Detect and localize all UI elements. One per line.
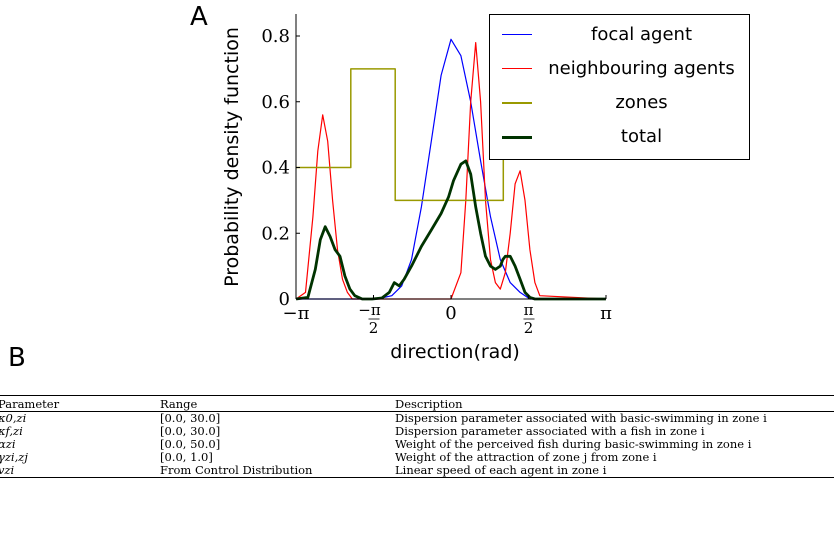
legend-swatch xyxy=(502,34,532,35)
series-line-focal-agent xyxy=(296,38,606,300)
chart-legend: focal agent neighbouring agents zones to… xyxy=(489,14,750,160)
legend-swatch xyxy=(502,102,532,104)
parameter-table: Parameter Range Description κ0,zi [0.0, … xyxy=(0,395,834,478)
legend-swatch xyxy=(502,68,532,69)
x-tick-label: π xyxy=(600,303,612,324)
header-description: Description xyxy=(391,395,834,412)
y-tick-label: 0.8 xyxy=(261,26,290,47)
description-cell: Weight of the perceived fish during basi… xyxy=(395,437,752,451)
table-row: vzi From Control Distribution Linear spe… xyxy=(0,464,834,478)
header-range: Range xyxy=(156,395,391,412)
y-tick-label: 0.6 xyxy=(261,92,290,113)
x-tick-label-denominator: 2 xyxy=(369,319,379,337)
parameter-cell: κ0,zi xyxy=(0,411,27,425)
table-row: γzi,zj [0.0, 1.0] Weight of the attracti… xyxy=(0,451,834,464)
y-tick-label: 0 xyxy=(279,289,290,310)
legend-entry-focal-agent: focal agent xyxy=(490,23,749,47)
x-tick-label-denominator: 2 xyxy=(524,319,534,337)
legend-entry-neighbouring-agents: neighbouring agents xyxy=(490,57,749,81)
range-cell: [0.0, 1.0] xyxy=(160,450,213,464)
parameter-cell: κf,zi xyxy=(0,424,23,438)
description-cell: Dispersion parameter associated with bas… xyxy=(395,411,767,425)
y-axis-label: Probability density function xyxy=(221,27,243,287)
legend-label: zones xyxy=(615,92,668,113)
panel-b-label: B xyxy=(8,343,26,373)
parameter-table-wrapper: Parameter Range Description κ0,zi [0.0, … xyxy=(0,395,834,478)
legend-entry-total: total xyxy=(490,125,749,149)
legend-swatch xyxy=(502,136,532,139)
parameter-cell: αzi xyxy=(0,437,16,451)
table-row: κ0,zi [0.0, 30.0] Dispersion parameter a… xyxy=(0,412,834,426)
panel-a-label: A xyxy=(190,2,208,32)
table-row: κf,zi [0.0, 30.0] Dispersion parameter a… xyxy=(0,425,834,438)
table-header-row: Parameter Range Description xyxy=(0,395,834,412)
range-cell: [0.0, 30.0] xyxy=(160,424,221,438)
range-cell: [0.0, 50.0] xyxy=(160,437,221,451)
legend-entry-zones: zones xyxy=(490,91,749,115)
parameter-cell: vzi xyxy=(0,464,156,478)
pdf-chart: 00.20.40.60.8−π −π20 π2π direction(rad) Pr… xyxy=(221,14,612,363)
table-row: αzi [0.0, 50.0] Weight of the perceived … xyxy=(0,438,834,451)
description-cell: Weight of the attraction of zone j from … xyxy=(395,450,657,464)
x-tick-label: 0 xyxy=(445,303,456,324)
y-tick-label: 0.2 xyxy=(261,223,290,244)
x-axis-label: direction(rad) xyxy=(390,341,520,363)
x-tick-label-numerator: π xyxy=(524,301,534,319)
x-tick-label-numerator: −π xyxy=(358,301,381,319)
description-cell: Dispersion parameter associated with a f… xyxy=(395,424,705,438)
series-line-total xyxy=(295,159,606,301)
x-tick-label: −π xyxy=(283,303,310,324)
y-tick-label: 0.4 xyxy=(261,158,290,179)
parameter-cell: γzi,zj xyxy=(0,450,28,464)
chart-ticks: 00.20.40.60.8−π −π20 π2π xyxy=(261,26,612,337)
header-parameter: Parameter xyxy=(0,395,156,412)
range-cell: [0.0, 30.0] xyxy=(160,411,221,425)
legend-label: neighbouring agents xyxy=(548,58,735,79)
legend-label: total xyxy=(620,126,663,147)
legend-label: focal agent xyxy=(591,24,692,45)
range-cell: From Control Distribution xyxy=(156,464,391,478)
description-cell: Linear speed of each agent in zone i xyxy=(391,464,834,478)
